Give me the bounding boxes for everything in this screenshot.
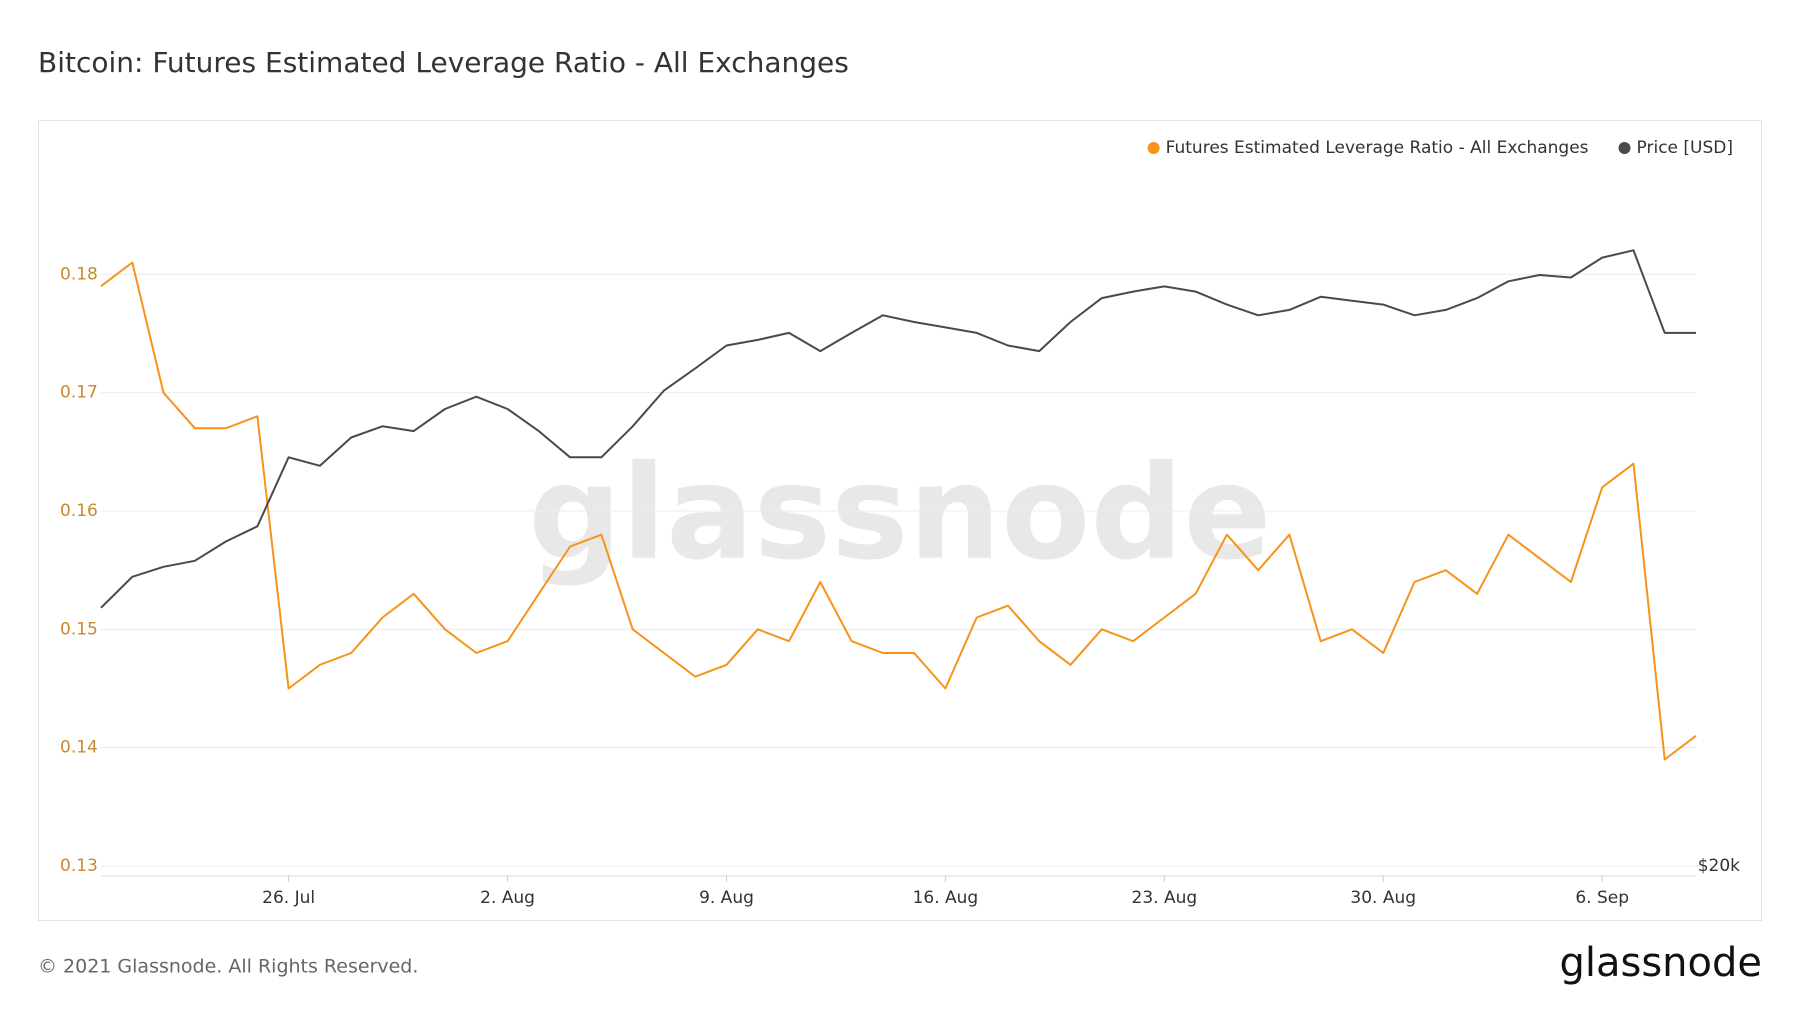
x-tick-label: 23. Aug (1132, 888, 1198, 908)
chart-frame (38, 120, 1762, 921)
legend-label: Price [USD] (1637, 138, 1733, 158)
legend-label: Futures Estimated Leverage Ratio - All E… (1166, 138, 1589, 158)
plot-area: 0.13 0.14 0.15 0.16 0.17 0.18 $20k 26. Jul 2. Au… (60, 138, 1740, 908)
legend-marker (1147, 142, 1160, 154)
y-tick-label: 0.16 (60, 501, 98, 521)
series-line (100, 249, 1696, 609)
x-tick-label: 30. Aug (1350, 888, 1416, 908)
x-tick-label: 16. Aug (913, 888, 979, 908)
logo: glassnode (1559, 940, 1762, 986)
y-tick-label: 0.18 (60, 264, 98, 284)
y-tick-label: 0.13 (60, 856, 98, 876)
x-tick-label: 26. Jul (262, 888, 315, 908)
y2-tick-label: $20k (1698, 856, 1740, 876)
y-tick-label: 0.14 (60, 738, 98, 758)
x-tick-label: 2. Aug (480, 888, 535, 908)
series-line (100, 261, 1697, 761)
watermark: glassnode (528, 437, 1271, 589)
x-tick-label: 9. Aug (699, 888, 754, 908)
y-tick-label: 0.15 (60, 619, 98, 639)
chart-title: Bitcoin: Futures Estimated Leverage Rati… (38, 46, 849, 79)
footer: © 2021 Glassnode. All Rights Reserved. (38, 956, 418, 978)
x-tick-label: 6. Sep (1575, 888, 1629, 908)
y-tick-label: 0.17 (60, 383, 98, 403)
legend-marker (1618, 142, 1631, 154)
